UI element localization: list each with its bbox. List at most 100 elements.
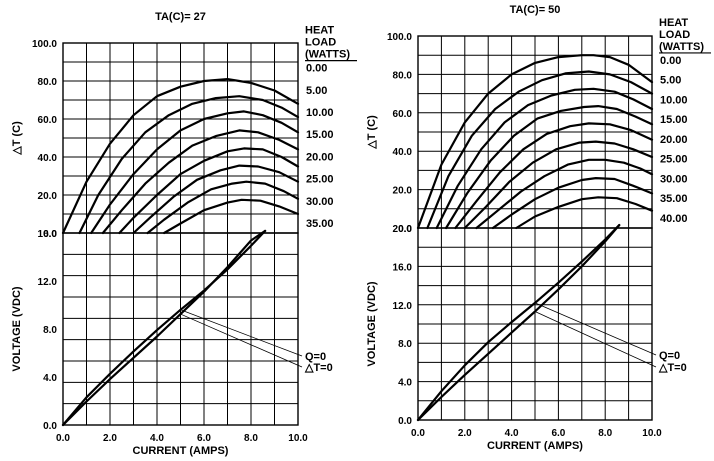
x-tick-label: 8.0 (244, 433, 258, 444)
legend-entry: 20.00 (660, 134, 688, 146)
y-axis-label: VOLTAGE (VDC) (11, 286, 23, 371)
y-tick-label: 40.0 (38, 153, 58, 164)
y-tick-label: 0.0 (43, 229, 57, 240)
series-line (61, 229, 267, 427)
series-line (118, 147, 300, 235)
series-line (416, 54, 654, 230)
x-tick-label: 10.0 (288, 433, 308, 444)
legend-entry: 40.00 (660, 213, 688, 225)
y-tick-label: 80.0 (38, 77, 58, 88)
legend-title-line: LOAD (659, 29, 690, 41)
y-tick-label: 20.0 (393, 186, 413, 197)
y-tick-label: 80.0 (393, 70, 413, 81)
x-tick-label: 2.0 (103, 433, 117, 444)
series-line (61, 229, 267, 427)
y-tick-label: 16.0 (393, 262, 413, 273)
plot-frame (62, 232, 299, 426)
series-line (463, 140, 654, 230)
series-line (426, 70, 654, 230)
annotation-label: Q=0 (659, 350, 680, 362)
series-group (416, 54, 654, 230)
series-line (90, 110, 300, 235)
y-tick-label: 4.0 (398, 378, 412, 389)
x-tick-label: 6.0 (197, 433, 211, 444)
annotation-label: Q=0 (305, 351, 326, 363)
delta-t-chart-ta27: 0.0 20.0 40.0 60.0 80.0 100.0 TA(C)= 27 △T (C) H… (11, 11, 357, 240)
y-tick-label: 16.0 (38, 229, 58, 240)
series-line (61, 78, 300, 235)
y-tick-label: 12.0 (38, 277, 58, 288)
legend-entry: 25.00 (306, 174, 334, 186)
legend-entry: 0.00 (660, 55, 681, 67)
y-tick-label: 40.0 (393, 147, 413, 158)
series-line (416, 224, 621, 422)
legend-entry: 35.00 (306, 218, 334, 230)
x-tick-label: 6.0 (551, 428, 565, 439)
series-line (435, 87, 654, 230)
legend-title-line: LOAD (305, 37, 336, 49)
series-line (101, 129, 300, 235)
y-axis-label: VOLTAGE (VDC) (366, 281, 378, 366)
legend-title-line: HEAT (305, 25, 334, 37)
legend-entry: 30.00 (660, 173, 688, 185)
legend-title-line: (WATTS) (659, 41, 704, 53)
series-group (416, 224, 621, 422)
x-tick-label: 0.0 (411, 428, 425, 439)
annotation-leader (180, 309, 303, 357)
y-tick-label: 20.0 (38, 191, 58, 202)
series-line (445, 105, 654, 230)
series-line (146, 180, 300, 235)
y-tick-label: 100.0 (32, 39, 57, 50)
annotation-leader (534, 311, 657, 368)
y-tick-label: 12.0 (393, 301, 413, 312)
voltage-chart-ta50: 0.04.08.012.016.020.00.0 2.0 4.0 6.0 8.0 10.0… (366, 224, 687, 452)
legend-entry: 5.00 (306, 85, 327, 97)
legend-entry: 20.00 (306, 151, 334, 163)
x-tick-label: 8.0 (598, 428, 612, 439)
series-line (475, 158, 654, 230)
y-tick-label: 60.0 (393, 109, 413, 120)
annotation-label: △T=0 (304, 362, 333, 374)
annotation-leader (180, 313, 303, 368)
y-tick-label: 60.0 (38, 115, 58, 126)
legend-entry: 5.00 (660, 75, 681, 87)
grid (63, 43, 298, 233)
series-group (61, 78, 300, 235)
grid (63, 233, 298, 425)
x-tick-label: 2.0 (458, 428, 472, 439)
legend-entry: 0.00 (306, 63, 327, 75)
legend-entry: 25.00 (660, 154, 688, 166)
y-tick-label: 20.0 (393, 224, 413, 235)
annotations: Q=0△T=0 (180, 309, 333, 374)
voltage-chart-ta27: 0.04.08.012.016.00.0 2.0 4.0 6.0 8.0 10.0VOLT… (11, 229, 333, 457)
y-tick-label: 0.0 (398, 224, 412, 235)
series-line (78, 95, 300, 235)
y-tick-label: 0.0 (398, 416, 412, 427)
series-line (416, 224, 621, 422)
x-axis-label: CURRENT (AMPS) (487, 440, 583, 452)
legend-entry: 15.00 (660, 114, 688, 126)
series-line (454, 122, 654, 230)
legend-entry: 35.00 (660, 193, 688, 205)
y-axis-label: △T (C) (366, 115, 378, 150)
y-tick-label: 0.0 (43, 421, 57, 432)
legend-entry: 10.00 (306, 107, 334, 119)
series-line (491, 177, 654, 230)
x-tick-label: 0.0 (56, 433, 70, 444)
legend-title-line: HEAT (659, 17, 688, 29)
annotation-label: △T=0 (658, 362, 687, 374)
series-line (163, 198, 300, 235)
chart-title: TA(C)= 50 (510, 4, 561, 16)
x-axis-label: CURRENT (AMPS) (133, 445, 229, 457)
grid (418, 228, 652, 420)
legend-title-line: (WATTS) (305, 49, 350, 61)
series-line (132, 164, 300, 235)
series-line (515, 196, 654, 230)
x-tick-label: 4.0 (150, 433, 164, 444)
legend-entry: 10.00 (660, 94, 688, 106)
legend-entry: 15.00 (306, 129, 334, 141)
